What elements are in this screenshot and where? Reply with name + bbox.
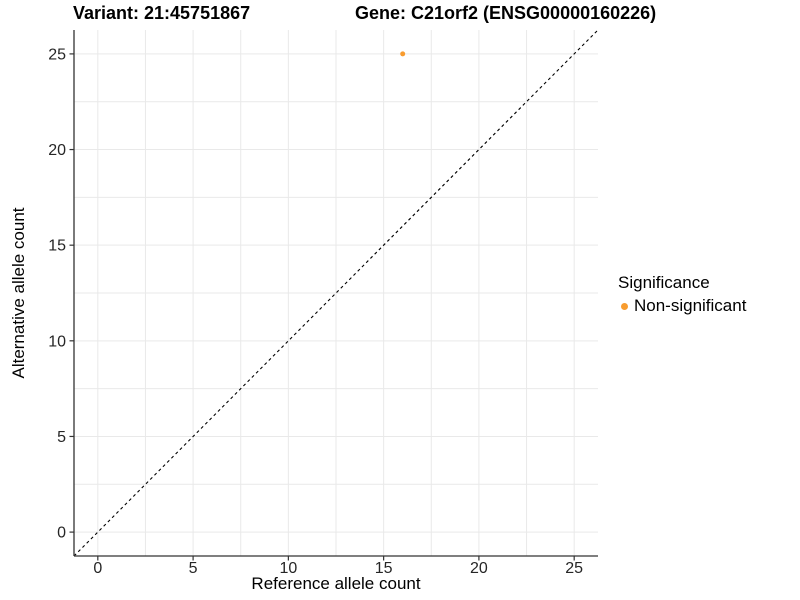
legend-item: Non-significant — [618, 297, 746, 315]
legend: Significance Non-significant — [618, 274, 746, 315]
y-tick-label: 5 — [57, 429, 66, 446]
x-tick-label: 10 — [279, 560, 297, 577]
x-tick-label: 20 — [470, 560, 488, 577]
legend-point-icon — [621, 302, 628, 310]
legend-title: Significance — [618, 273, 710, 292]
x-axis-title: Reference allele count — [251, 574, 421, 593]
x-tick-label: 25 — [565, 560, 583, 577]
plot-title-gene: Gene: C21orf2 (ENSG00000160226) — [355, 3, 657, 23]
y-tick-label: 15 — [48, 238, 66, 255]
x-tick-label: 0 — [93, 560, 102, 577]
x-tick-label: 5 — [189, 560, 198, 577]
y-tick-label: 25 — [48, 46, 66, 63]
y-axis-title: Alternative allele count — [9, 207, 28, 379]
data-point — [400, 51, 406, 57]
plot-title-variant: Variant: 21:45751867 — [73, 3, 251, 23]
y-tick-label: 0 — [57, 525, 66, 542]
y-tick-label: 10 — [48, 333, 66, 350]
y-tick-label: 20 — [48, 142, 66, 159]
legend-item-label: Non-significant — [634, 296, 747, 315]
identity-line — [73, 29, 599, 557]
x-tick-label: 15 — [375, 560, 393, 577]
